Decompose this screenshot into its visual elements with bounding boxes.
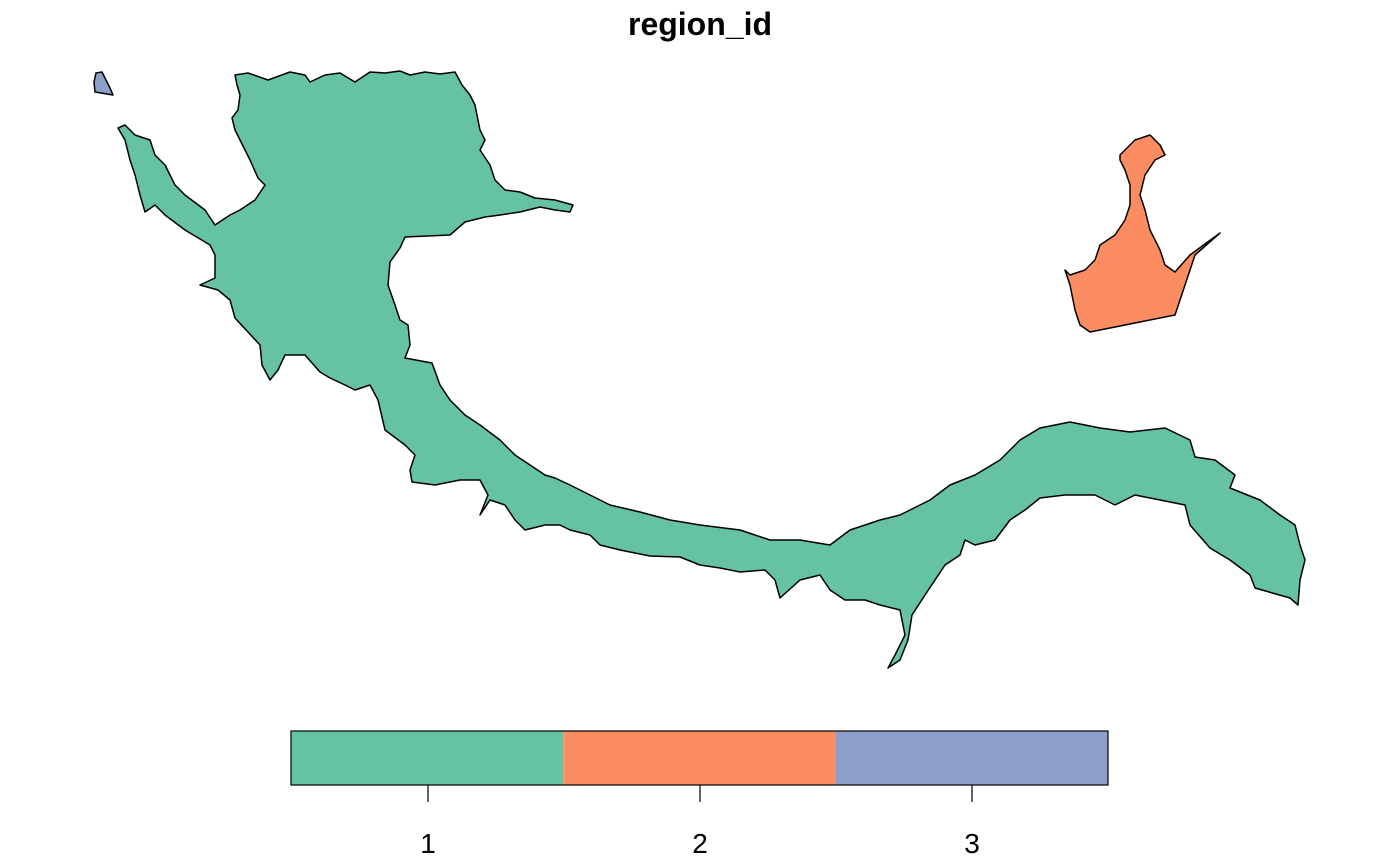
map-title: region_id: [627, 6, 772, 42]
legend-label-2: 2: [692, 828, 708, 859]
region-2-polygon: [1064, 134, 1221, 333]
legend-label-1: 1: [420, 828, 436, 859]
legend: 1 2 3: [290, 730, 1109, 859]
region-1-polygon: [117, 70, 1306, 669]
legend-swatch-3: [835, 731, 1108, 785]
legend-swatch-2: [563, 731, 836, 785]
region-3-polygon: [93, 71, 114, 96]
legend-label-3: 3: [964, 828, 980, 859]
legend-swatch-1: [291, 731, 564, 785]
